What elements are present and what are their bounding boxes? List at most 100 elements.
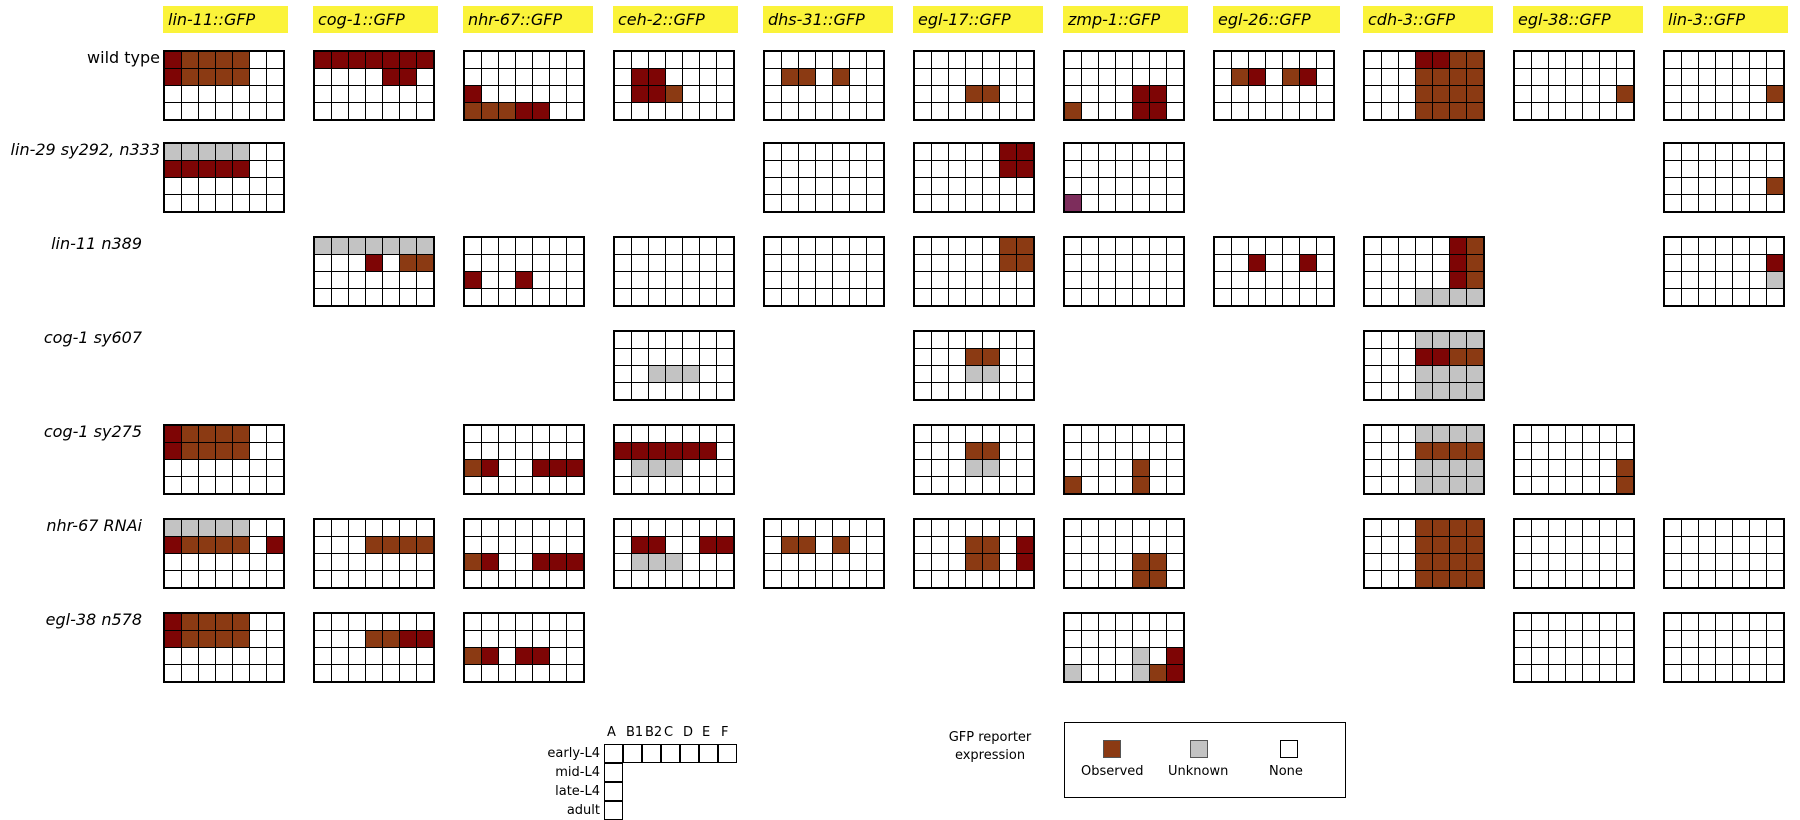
grid-cell: [699, 459, 717, 477]
grid-cell: [1466, 536, 1485, 554]
grid-cell: [266, 85, 285, 103]
grid-row: [313, 630, 435, 648]
grid-row: [613, 459, 735, 477]
grid-cell: [648, 442, 666, 460]
grid-cell: [1149, 254, 1167, 272]
grid-cell: [1715, 194, 1733, 213]
grid-cell: [1766, 102, 1785, 121]
grid-cell: [1213, 50, 1232, 69]
grid-row: [1363, 50, 1485, 69]
grid-cell: [1415, 254, 1433, 272]
grid-row: [1513, 664, 1635, 683]
grid-cell: [763, 142, 782, 161]
grid-cell: [781, 288, 799, 307]
grid-cell: [1766, 177, 1785, 195]
grid-cell: [1749, 647, 1767, 665]
grid-cell: [481, 630, 499, 648]
grid-cell: [1081, 476, 1099, 495]
grid-cell: [1081, 177, 1099, 195]
grid-cell: [1132, 160, 1150, 178]
grid-cell: [463, 536, 482, 554]
grid-cell: [1398, 102, 1416, 121]
grid-cell: [1513, 424, 1532, 443]
grid-cell: [515, 647, 533, 665]
grid-cell: [1398, 254, 1416, 272]
grid-cell: [1063, 254, 1082, 272]
grid-cell: [965, 102, 983, 121]
grid-cell: [849, 271, 867, 289]
grid-cell: [948, 536, 966, 554]
grid-cell: [331, 612, 349, 631]
grid-cell: [913, 518, 932, 537]
grid-cell: [931, 518, 949, 537]
grid-row: [1363, 271, 1485, 289]
grid-cell: [1749, 177, 1767, 195]
grid-row: [1663, 612, 1785, 631]
grid-cell: [1299, 50, 1317, 69]
grid-cell: [215, 612, 233, 631]
grid-cell: [365, 50, 383, 69]
grid-cell: [1548, 102, 1566, 121]
grid-cell: [1466, 459, 1485, 477]
grid-cell: [1565, 50, 1583, 69]
grid-cell: [498, 254, 516, 272]
grid-cell: [1415, 102, 1433, 121]
grid-cell: [763, 160, 782, 178]
grid-cell: [1363, 288, 1382, 307]
grid-cell: [1248, 50, 1266, 69]
grid-cell: [331, 85, 349, 103]
grid-cell: [1663, 271, 1682, 289]
expression-grid: [463, 236, 585, 307]
grid-cell: [1749, 271, 1767, 289]
grid-cell: [1531, 612, 1549, 631]
grid-cell: [1063, 142, 1082, 161]
grid-cell: [463, 647, 482, 665]
grid-row: [913, 236, 1035, 255]
grid-cell: [1432, 236, 1450, 255]
grid-row: [163, 630, 285, 648]
grid-cell: [163, 553, 182, 571]
grid-cell: [1016, 68, 1035, 86]
legend-title-line1: GFP reporter: [948, 730, 1032, 745]
legend-title-line2: expression: [954, 748, 1026, 763]
grid-cell: [1766, 254, 1785, 272]
grid-cell: [682, 476, 700, 495]
grid-cell: [948, 570, 966, 589]
grid-cell: [1115, 50, 1133, 69]
grid-cell: [913, 288, 932, 307]
grid-cell: [648, 459, 666, 477]
grid-cell: [1132, 177, 1150, 195]
grid-cell: [1115, 85, 1133, 103]
grid-cell: [215, 50, 233, 69]
grid-cell: [1565, 424, 1583, 443]
grid-cell: [1432, 348, 1450, 366]
key-cell: [604, 782, 623, 801]
grid-cell: [1063, 424, 1082, 443]
grid-cell: [1265, 288, 1283, 307]
grid-cell: [965, 194, 983, 213]
grid-cell: [931, 348, 949, 366]
grid-cell: [382, 68, 400, 86]
grid-cell: [1132, 476, 1150, 495]
grid-cell: [481, 85, 499, 103]
grid-cell: [866, 518, 885, 537]
grid-cell: [481, 236, 499, 255]
genotype-label: lin-29 sy292, n333: [10, 140, 160, 159]
grid-cell: [948, 194, 966, 213]
grid-cell: [1616, 647, 1635, 665]
grid-cell: [665, 102, 683, 121]
grid-cell: [331, 68, 349, 86]
grid-cell: [1531, 68, 1549, 86]
expression-grid: [913, 142, 1035, 213]
grid-cell: [532, 442, 550, 460]
grid-cell: [1732, 536, 1750, 554]
grid-cell: [1466, 348, 1485, 366]
grid-cell: [1248, 85, 1266, 103]
grid-cell: [1466, 288, 1485, 307]
expression-grid: [613, 424, 735, 495]
grid-cell: [416, 570, 435, 589]
grid-cell: [365, 271, 383, 289]
grid-row: [313, 647, 435, 665]
grid-cell: [613, 442, 632, 460]
grid-cell: [948, 382, 966, 401]
